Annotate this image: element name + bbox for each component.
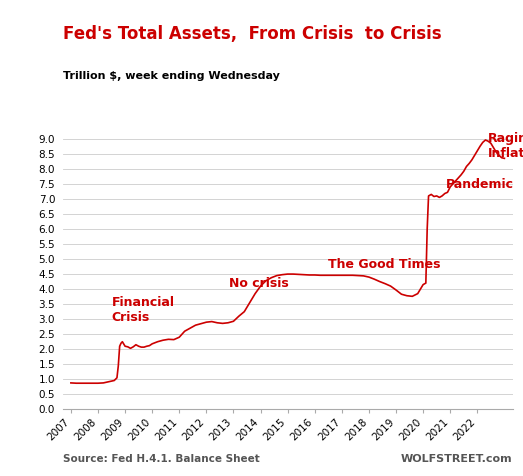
Text: Financial
Crisis: Financial Crisis	[111, 296, 175, 324]
Text: No crisis: No crisis	[230, 277, 289, 290]
Text: Fed's Total Assets,  From Crisis  to Crisis: Fed's Total Assets, From Crisis to Crisi…	[63, 25, 441, 43]
Text: Trillion $, week ending Wednesday: Trillion $, week ending Wednesday	[63, 71, 280, 81]
Text: WOLFSTREET.com: WOLFSTREET.com	[401, 454, 513, 464]
Text: Pandemic: Pandemic	[446, 178, 514, 190]
Text: Source: Fed H.4.1. Balance Sheet: Source: Fed H.4.1. Balance Sheet	[63, 454, 259, 464]
Text: The Good Times: The Good Times	[328, 258, 441, 271]
Text: Raging
Inflation: Raging Inflation	[488, 132, 523, 160]
